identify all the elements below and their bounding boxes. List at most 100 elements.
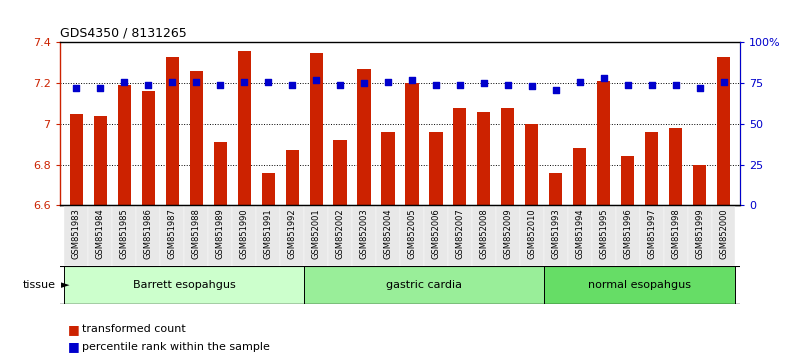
Bar: [256, 205, 280, 266]
Point: [262, 79, 275, 84]
Point: [142, 82, 154, 88]
Bar: [185, 205, 209, 266]
Point: [357, 80, 370, 86]
Text: GDS4350 / 8131265: GDS4350 / 8131265: [60, 27, 186, 40]
Text: transformed count: transformed count: [82, 324, 185, 334]
Point: [549, 87, 562, 92]
Text: GSM851993: GSM851993: [552, 208, 560, 259]
Point: [286, 82, 298, 88]
Bar: [209, 205, 232, 266]
Bar: [549, 173, 562, 205]
Point: [310, 77, 322, 83]
Text: GSM852005: GSM852005: [408, 208, 416, 259]
Point: [597, 75, 610, 81]
Point: [717, 79, 730, 84]
Bar: [376, 205, 400, 266]
Bar: [357, 69, 371, 205]
Bar: [64, 266, 304, 304]
Bar: [334, 140, 347, 205]
Bar: [160, 205, 185, 266]
Point: [118, 79, 131, 84]
Text: GSM851984: GSM851984: [96, 208, 105, 259]
Bar: [453, 108, 466, 205]
Bar: [94, 116, 107, 205]
Text: tissue: tissue: [23, 280, 56, 290]
Text: GSM852003: GSM852003: [360, 208, 369, 259]
Point: [525, 84, 538, 89]
Bar: [693, 165, 706, 205]
Point: [406, 77, 419, 83]
Text: GSM852002: GSM852002: [336, 208, 345, 259]
Bar: [544, 205, 568, 266]
Point: [478, 80, 490, 86]
Text: GSM851998: GSM851998: [671, 208, 680, 259]
Bar: [64, 205, 88, 266]
Bar: [544, 266, 736, 304]
Bar: [664, 205, 688, 266]
Text: GSM851988: GSM851988: [192, 208, 201, 259]
Bar: [286, 150, 298, 205]
Text: Barrett esopahgus: Barrett esopahgus: [133, 280, 236, 290]
Bar: [472, 205, 496, 266]
Text: GSM851997: GSM851997: [647, 208, 656, 259]
Bar: [112, 205, 136, 266]
Point: [573, 79, 586, 84]
Text: GSM851989: GSM851989: [216, 208, 224, 259]
Text: normal esopahgus: normal esopahgus: [588, 280, 691, 290]
Text: GSM852007: GSM852007: [455, 208, 464, 259]
Point: [381, 79, 394, 84]
Bar: [448, 205, 472, 266]
Bar: [621, 156, 634, 205]
Bar: [712, 205, 736, 266]
Point: [238, 79, 251, 84]
Point: [430, 82, 443, 88]
Bar: [142, 91, 155, 205]
Bar: [400, 205, 424, 266]
Bar: [717, 57, 730, 205]
Text: GSM851986: GSM851986: [144, 208, 153, 259]
Text: GSM851983: GSM851983: [72, 208, 81, 259]
Point: [646, 82, 658, 88]
Text: GSM852008: GSM852008: [479, 208, 489, 259]
Text: GSM851996: GSM851996: [623, 208, 632, 259]
Bar: [88, 205, 112, 266]
Text: ►: ►: [61, 280, 70, 290]
Bar: [688, 205, 712, 266]
Bar: [405, 83, 419, 205]
Bar: [328, 205, 352, 266]
Bar: [70, 114, 83, 205]
Point: [622, 82, 634, 88]
Point: [454, 82, 466, 88]
Bar: [496, 205, 520, 266]
Text: ■: ■: [68, 323, 80, 336]
Bar: [166, 57, 179, 205]
Point: [214, 82, 227, 88]
Bar: [573, 148, 587, 205]
Text: percentile rank within the sample: percentile rank within the sample: [82, 342, 270, 352]
Bar: [429, 132, 443, 205]
Text: GSM851999: GSM851999: [695, 208, 704, 259]
Bar: [501, 108, 514, 205]
Bar: [645, 132, 658, 205]
Point: [94, 85, 107, 91]
Bar: [310, 53, 322, 205]
Bar: [136, 205, 160, 266]
Text: ■: ■: [68, 341, 80, 353]
Text: GSM852006: GSM852006: [431, 208, 440, 259]
Bar: [615, 205, 640, 266]
Bar: [525, 124, 538, 205]
Text: gastric cardia: gastric cardia: [386, 280, 462, 290]
Text: GSM851992: GSM851992: [287, 208, 297, 259]
Text: GSM851994: GSM851994: [576, 208, 584, 259]
Text: GSM851991: GSM851991: [263, 208, 273, 259]
Bar: [189, 71, 203, 205]
Bar: [304, 205, 328, 266]
Text: GSM851990: GSM851990: [240, 208, 248, 259]
Bar: [238, 51, 251, 205]
Bar: [640, 205, 664, 266]
Text: GSM851987: GSM851987: [168, 208, 177, 259]
Bar: [597, 81, 611, 205]
Bar: [118, 85, 131, 205]
Bar: [424, 205, 448, 266]
Point: [334, 82, 346, 88]
